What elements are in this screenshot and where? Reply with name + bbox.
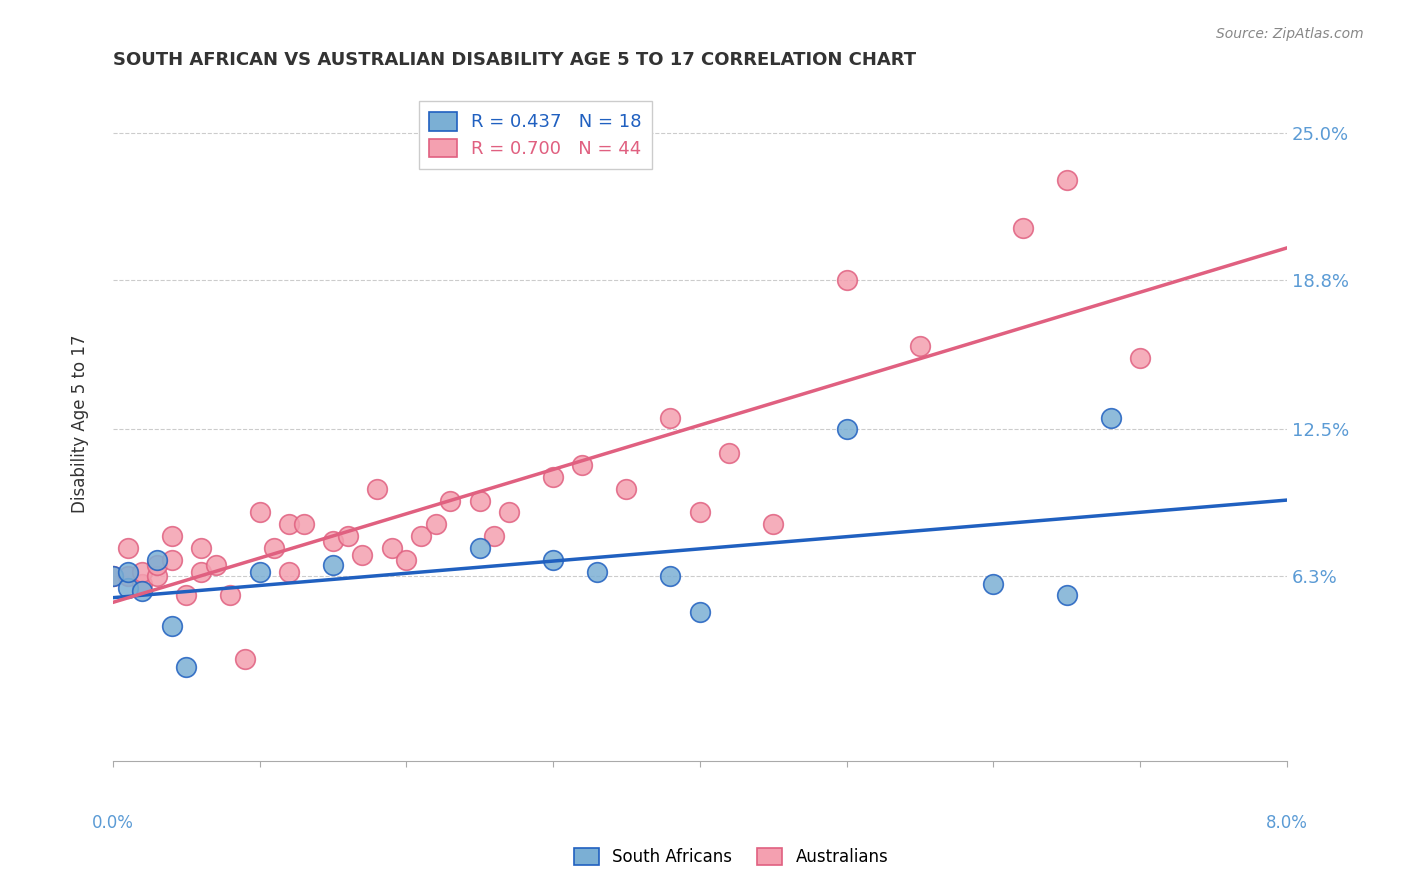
Point [292,517,315,532]
Point [689,605,711,619]
Point [277,517,299,532]
Point [1011,220,1033,235]
Point [409,529,432,543]
Point [835,422,858,436]
Text: 0.0%: 0.0% [91,814,134,831]
Point [131,565,153,579]
Point [425,517,447,532]
Point [1056,173,1078,187]
Legend: R = 0.437   N = 18, R = 0.700   N = 44: R = 0.437 N = 18, R = 0.700 N = 44 [419,102,652,169]
Point [101,569,124,583]
Point [117,565,139,579]
Point [233,652,256,666]
Y-axis label: Disability Age 5 to 17: Disability Age 5 to 17 [72,334,89,513]
Legend: South Africans, Australians: South Africans, Australians [565,840,897,875]
Point [117,569,139,583]
Point [160,619,183,633]
Point [190,541,212,555]
Point [322,533,344,548]
Point [249,505,271,519]
Point [366,482,388,496]
Point [395,553,418,567]
Point [616,482,638,496]
Point [117,581,139,595]
Point [101,569,124,583]
Point [146,558,169,572]
Point [718,446,741,460]
Point [381,541,404,555]
Point [146,553,169,567]
Point [571,458,593,472]
Point [762,517,785,532]
Text: 8.0%: 8.0% [1265,814,1308,831]
Point [835,273,858,287]
Point [174,588,197,602]
Point [131,576,153,591]
Point [322,558,344,572]
Point [981,576,1004,591]
Point [659,569,682,583]
Point [659,410,682,425]
Point [1056,588,1078,602]
Point [1129,351,1152,366]
Point [541,553,564,567]
Point [439,493,461,508]
Point [263,541,285,555]
Point [160,553,183,567]
Point [277,565,299,579]
Point [908,339,931,353]
Point [1099,410,1122,425]
Point [117,541,139,555]
Point [468,493,491,508]
Point [336,529,359,543]
Text: SOUTH AFRICAN VS AUSTRALIAN DISABILITY AGE 5 TO 17 CORRELATION CHART: SOUTH AFRICAN VS AUSTRALIAN DISABILITY A… [112,51,915,69]
Point [146,569,169,583]
Point [484,529,506,543]
Point [204,558,226,572]
Point [541,470,564,484]
Text: Source: ZipAtlas.com: Source: ZipAtlas.com [1216,27,1364,41]
Point [174,659,197,673]
Point [131,583,153,598]
Point [160,529,183,543]
Point [689,505,711,519]
Point [219,588,242,602]
Point [498,505,520,519]
Point [586,565,609,579]
Point [352,548,374,562]
Point [190,565,212,579]
Point [249,565,271,579]
Point [468,541,491,555]
